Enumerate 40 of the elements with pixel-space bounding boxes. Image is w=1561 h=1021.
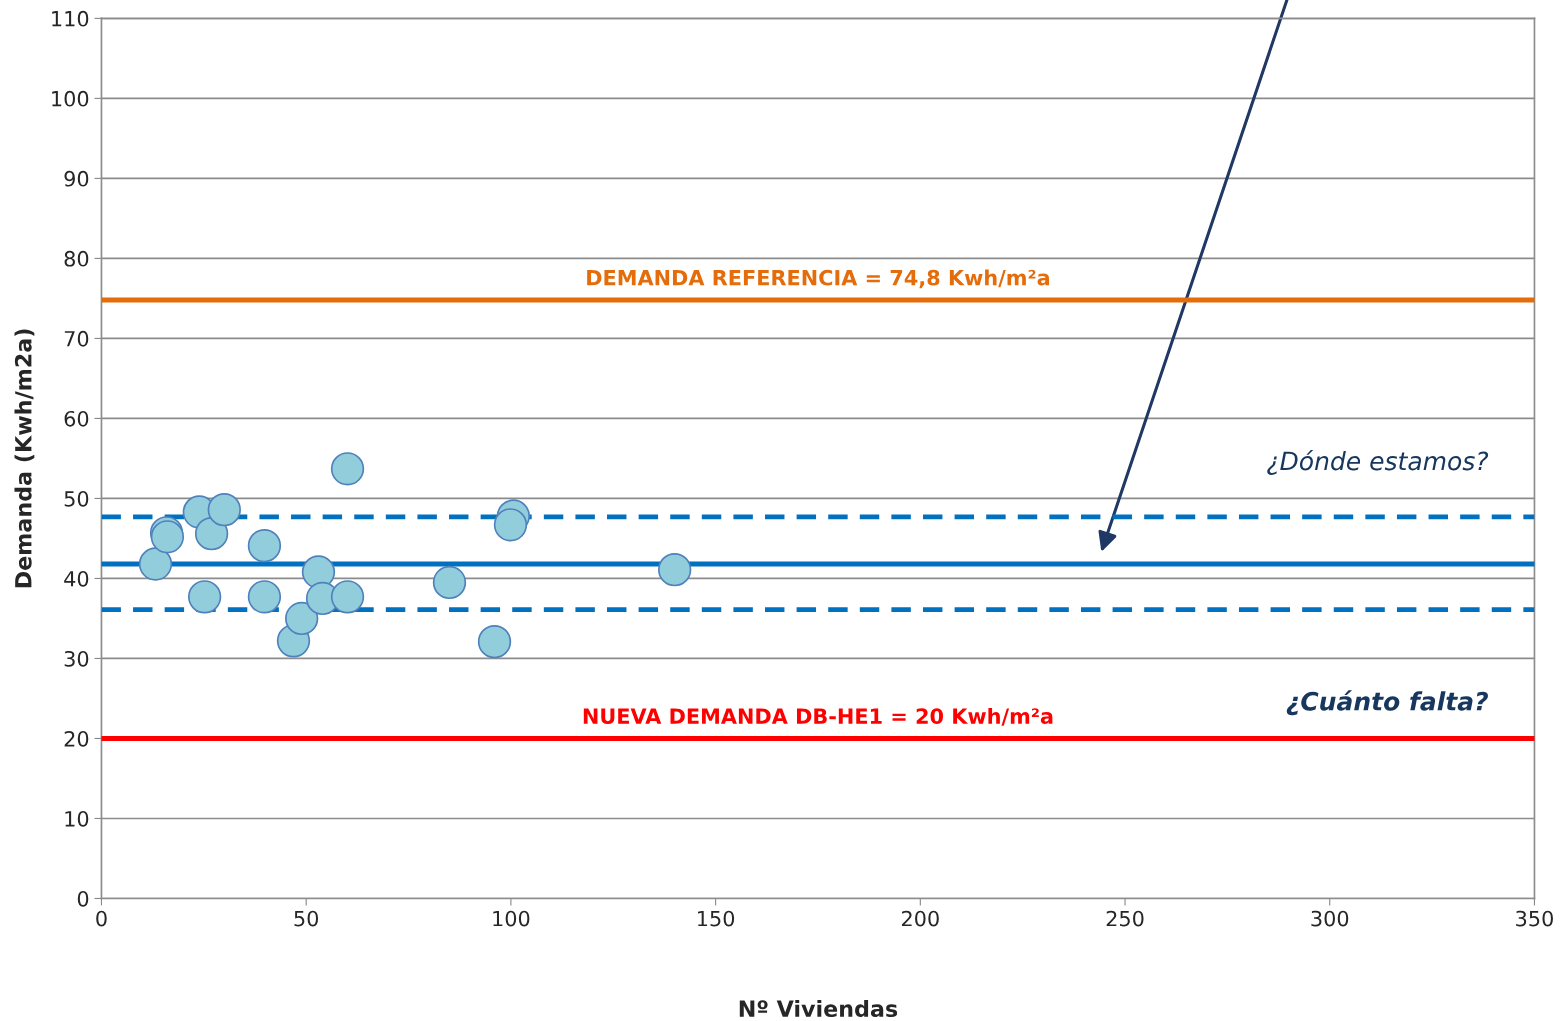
- x-tick-label: 200: [901, 910, 939, 927]
- y-tick-label: 30: [64, 650, 89, 667]
- x-tick-label: 300: [1311, 910, 1349, 927]
- point: [330, 452, 365, 486]
- y-tick-label: 10: [65, 810, 89, 827]
- point: [432, 565, 467, 600]
- point: [187, 580, 222, 614]
- ref-line-label: NUEVA DEMANDA DB-HE1 = 20 Kwh/m²a: [583, 707, 1053, 726]
- y-tick-label: 100: [52, 90, 89, 107]
- y-tick-label: 0: [77, 890, 89, 907]
- point: [247, 580, 282, 614]
- point: [330, 580, 365, 614]
- x-tick-label: 0: [96, 910, 107, 927]
- x-tick-label: 350: [1516, 910, 1553, 927]
- point: [247, 528, 282, 563]
- x-tick-label: 100: [493, 910, 530, 927]
- point: [657, 552, 692, 587]
- annotation: ¿Cuánto falta?: [1286, 690, 1488, 716]
- x-tick-label: 50: [294, 910, 319, 927]
- y-tick-label: 70: [64, 330, 89, 347]
- point: [138, 547, 173, 581]
- y-tick-label: 40: [64, 570, 89, 587]
- x-axis-title: Nº Viviendas: [739, 999, 898, 1018]
- y-tick-label: 110: [52, 10, 89, 27]
- point: [194, 516, 229, 551]
- x-tick-label: 250: [1106, 910, 1144, 927]
- y-tick-label: 80: [64, 250, 89, 267]
- y-tick-label: 60: [64, 410, 89, 427]
- point: [301, 555, 336, 589]
- y-tick-label: 50: [64, 490, 89, 507]
- point: [493, 508, 528, 542]
- annotation: ¿Dónde estamos?: [1267, 450, 1489, 475]
- x-tick-label: 150: [698, 910, 735, 927]
- point: [207, 492, 241, 527]
- y-tick-label: 20: [64, 730, 89, 747]
- ref-line-label: DEMANDA REFERENCIA = 74,8 Kwh/m²a: [587, 269, 1050, 289]
- y-tick-label: 90: [64, 170, 89, 187]
- y-axis-title: Demanda (Kwh/m2a): [14, 329, 35, 588]
- point: [477, 624, 512, 659]
- point: [285, 601, 319, 636]
